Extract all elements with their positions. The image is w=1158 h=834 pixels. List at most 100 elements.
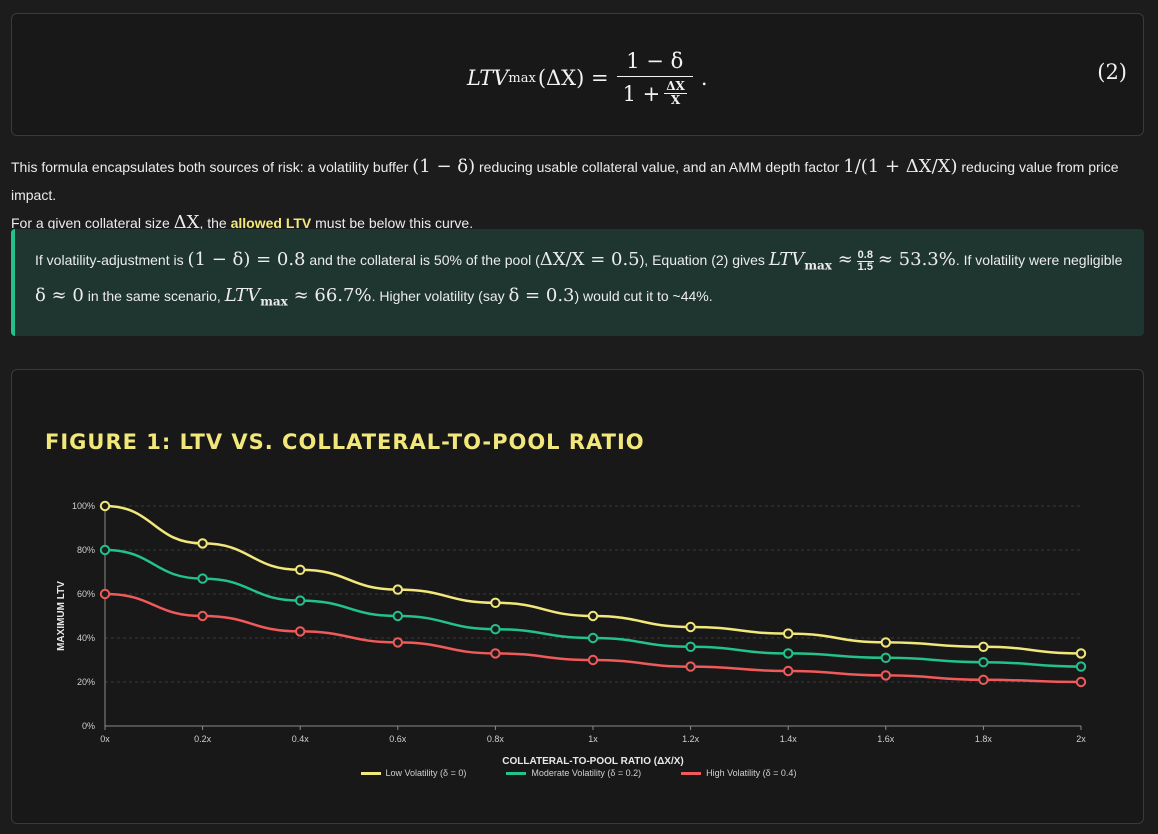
legend-label: High Volatility (δ = 0.4): [706, 768, 797, 778]
callout-t4: . If volatility were negligible: [955, 252, 1123, 268]
data-point: [1075, 648, 1087, 659]
data-point: [1075, 661, 1087, 672]
example-callout: If volatility-adjustment is (1 − δ) = 0.…: [11, 229, 1144, 336]
para-text-5: , the: [199, 215, 227, 231]
callout-t1: If volatility-adjustment is: [35, 252, 184, 268]
data-point: [587, 610, 599, 622]
equation: LTV max (ΔX) = 1 − δ 1 + ΔX X .: [467, 48, 708, 108]
data-point: [783, 648, 794, 659]
para-text-4: For a given collateral size: [11, 215, 170, 231]
callout-m5: LTVmax ≈ 66.7%: [224, 284, 372, 309]
para-math-3: ΔX: [173, 212, 200, 233]
y-tick-label: 100%: [72, 501, 95, 511]
x-axis-label: COLLATERAL-TO-POOL RATIO (ΔX/X): [502, 756, 683, 767]
data-point: [295, 626, 306, 637]
y-tick-label: 40%: [77, 633, 95, 643]
x-tick-label: 0.4x: [292, 734, 310, 744]
data-point: [197, 610, 208, 622]
callout-t2: and the collateral is 50% of the pool (: [309, 252, 540, 268]
callout-t5: in the same scenario,: [87, 287, 221, 304]
eq-trailing: .: [700, 66, 708, 90]
data-point: [587, 654, 599, 666]
callout-text: If volatility-adjustment is (1 − δ) = 0.…: [35, 245, 1135, 316]
data-point: [1075, 676, 1087, 688]
data-point: [783, 665, 794, 677]
callout-m5-base: LTV: [224, 284, 261, 306]
legend-label: Moderate Volatility (δ = 0.2): [531, 768, 642, 778]
data-point: [99, 500, 111, 512]
chart-card: FIGURE 1: LTV VS. COLLATERAL-TO-POOL RAT…: [11, 369, 1144, 824]
y-tick-label: 60%: [77, 589, 95, 599]
callout-m3-result: ≈ 53.3%: [877, 249, 956, 270]
x-tick-label: 1.8x: [975, 734, 993, 744]
legend-item[interactable]: Low Volatility (δ = 0): [360, 768, 467, 778]
data-point: [99, 544, 111, 556]
callout-m3-sub: max: [804, 258, 832, 273]
data-point: [685, 621, 696, 633]
eq-lhs-sub: max: [508, 70, 536, 86]
chart-legend: Low Volatility (δ = 0) Moderate Volatilit…: [12, 768, 1145, 778]
x-tick-label: 0.6x: [389, 734, 407, 744]
para-math-1: (1 − δ): [412, 156, 476, 177]
data-point: [392, 637, 403, 648]
eq-denominator: 1 + ΔX X: [616, 76, 693, 107]
data-point: [490, 624, 501, 635]
x-tick-label: 1.2x: [682, 734, 700, 744]
explanation-paragraph: This formula encapsulates both sources o…: [11, 153, 1151, 237]
y-tick-label: 20%: [77, 677, 95, 687]
allowed-ltv-highlight: allowed LTV: [230, 215, 312, 231]
data-point: [783, 628, 794, 639]
x-tick-label: 0.8x: [487, 734, 505, 744]
para-text-2: reducing usable collateral value, and an…: [479, 159, 840, 175]
callout-frac-num: 0.8: [856, 248, 874, 262]
data-point: [490, 597, 501, 609]
callout-t7: ) would cut it to ~44%.: [574, 287, 713, 304]
equation-box: LTV max (ΔX) = 1 − δ 1 + ΔX X . (2): [11, 13, 1144, 136]
callout-m5-sub: max: [260, 294, 288, 309]
callout-t3: ), Equation (2) gives: [639, 252, 765, 268]
eq-lhs-arg: (ΔX) =: [537, 66, 609, 90]
data-point: [392, 610, 403, 622]
data-point: [295, 564, 306, 576]
para-text-6: must be below this curve.: [315, 215, 474, 231]
legend-swatch: [681, 771, 702, 775]
eq-fraction: 1 − δ 1 + ΔX X: [616, 49, 693, 107]
data-point: [490, 648, 501, 659]
x-tick-label: 1x: [588, 734, 598, 744]
data-point: [978, 641, 989, 652]
legend-item[interactable]: Moderate Volatility (δ = 0.2): [506, 768, 641, 778]
legend-item[interactable]: High Volatility (δ = 0.4): [681, 768, 796, 778]
x-tick-label: 1.6x: [877, 734, 895, 744]
para-text-1: This formula encapsulates both sources o…: [11, 159, 409, 175]
eq-lhs-base: LTV: [467, 66, 509, 90]
data-point: [880, 637, 891, 648]
callout-m5-result: ≈ 66.7%: [293, 284, 372, 306]
data-point: [978, 657, 989, 668]
callout-m3: LTVmax ≈: [769, 249, 853, 273]
data-point: [392, 584, 403, 595]
callout-frac-den: 1.5: [857, 260, 873, 273]
x-tick-label: 0x: [100, 734, 110, 744]
eq-numerator: 1 − δ: [626, 49, 684, 73]
data-point: [197, 538, 208, 549]
callout-m1: (1 − δ) = 0.8: [187, 249, 306, 270]
y-tick-label: 80%: [77, 545, 95, 555]
ltv-chart: 0% 20% 40% 60% 80% 100% 0x 0.2x 0.4x 0.6x 0.8x 1x 1.…: [56, 500, 1087, 767]
para-math-2: 1/(1 + ΔX/X): [843, 156, 958, 177]
callout-fraction: 0.8 1.5: [856, 248, 874, 273]
series-line-0: [104, 504, 1082, 655]
legend-label: Low Volatility (δ = 0): [385, 768, 467, 778]
data-point: [587, 632, 599, 644]
eq-inner-den: X: [670, 93, 681, 107]
y-axis-label: MAXIMUM LTV: [56, 581, 67, 651]
y-tick-label: 0%: [82, 721, 95, 731]
x-tick-label: 1.4x: [780, 734, 798, 744]
data-point: [99, 588, 111, 600]
eq-inner-fraction: ΔX X: [664, 80, 687, 107]
chart-title: FIGURE 1: LTV VS. COLLATERAL-TO-POOL RAT…: [45, 430, 645, 454]
data-point: [978, 674, 989, 685]
callout-m2: ΔX/X = 0.5: [539, 249, 640, 270]
data-point: [295, 595, 306, 606]
eq-denominator-lead: 1 +: [622, 81, 661, 106]
legend-swatch: [506, 771, 527, 775]
